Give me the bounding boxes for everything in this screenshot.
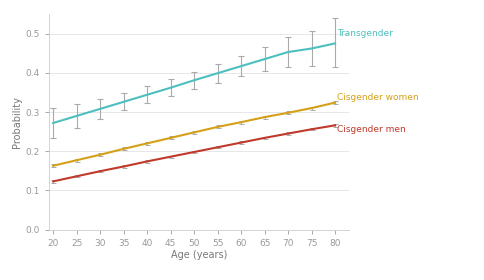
Text: Cisgender men: Cisgender men <box>337 125 406 134</box>
Text: Cisgender women: Cisgender women <box>337 94 418 102</box>
X-axis label: Age (years): Age (years) <box>170 250 227 260</box>
Text: Transgender: Transgender <box>337 29 393 38</box>
Y-axis label: Probability: Probability <box>12 96 22 148</box>
